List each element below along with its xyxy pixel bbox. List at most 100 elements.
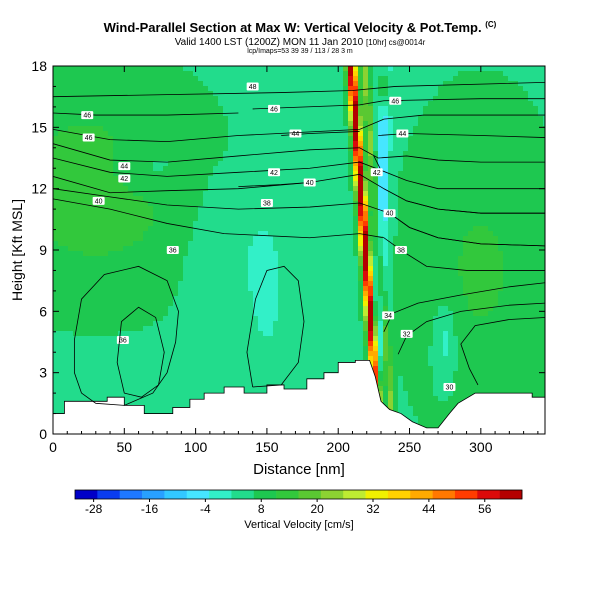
field-cell xyxy=(98,346,104,352)
field-cell xyxy=(58,196,64,202)
field-cell xyxy=(348,71,354,77)
field-cell xyxy=(58,276,64,282)
field-cell xyxy=(158,181,164,187)
field-cell xyxy=(123,266,129,272)
field-cell xyxy=(378,141,384,147)
field-cell xyxy=(333,296,339,302)
field-cell xyxy=(118,156,124,162)
field-cell xyxy=(183,66,189,72)
field-cell xyxy=(78,131,84,137)
field-cell xyxy=(93,286,99,292)
field-cell xyxy=(228,276,234,282)
field-cell xyxy=(118,226,124,232)
field-cell xyxy=(308,311,314,317)
field-cell xyxy=(113,256,119,262)
field-cell xyxy=(58,396,64,402)
field-cell xyxy=(218,271,224,277)
field-cell xyxy=(233,151,239,157)
field-cell xyxy=(328,66,334,72)
field-cell xyxy=(78,166,84,172)
field-cell xyxy=(348,281,354,287)
field-cell xyxy=(318,166,324,172)
field-cell xyxy=(313,201,319,207)
field-cell xyxy=(113,176,119,182)
field-cell xyxy=(173,341,179,347)
field-cell xyxy=(108,126,114,132)
field-cell xyxy=(138,106,144,112)
field-cell xyxy=(308,326,314,332)
field-cell xyxy=(188,166,194,172)
field-cell xyxy=(143,371,149,377)
field-cell xyxy=(343,136,349,142)
field-cell xyxy=(218,171,224,177)
field-cell xyxy=(223,86,229,92)
field-cell xyxy=(178,271,184,277)
field-cell xyxy=(358,161,364,167)
field-cell xyxy=(78,356,84,362)
field-cell xyxy=(318,216,324,222)
field-cell xyxy=(68,86,74,92)
field-cell xyxy=(78,261,84,267)
field-cell xyxy=(143,176,149,182)
field-cell xyxy=(338,241,344,247)
field-cell xyxy=(98,371,104,377)
field-cell xyxy=(278,251,284,257)
field-cell xyxy=(228,296,234,302)
field-cell xyxy=(368,286,374,292)
field-cell xyxy=(268,376,274,382)
field-cell xyxy=(133,266,139,272)
field-cell xyxy=(143,121,149,127)
field-cell xyxy=(233,276,239,282)
field-cell xyxy=(178,256,184,262)
field-cell xyxy=(248,356,254,362)
field-cell xyxy=(228,216,234,222)
field-cell xyxy=(303,156,309,162)
field-cell xyxy=(153,71,159,77)
field-cell xyxy=(238,216,244,222)
field-cell xyxy=(288,311,294,317)
field-cell xyxy=(233,126,239,132)
field-cell xyxy=(318,356,324,362)
field-cell xyxy=(258,331,264,337)
field-cell xyxy=(368,231,374,237)
field-cell xyxy=(323,236,329,242)
field-cell xyxy=(348,116,354,122)
field-cell xyxy=(123,371,129,377)
field-cell xyxy=(223,341,229,347)
field-cell xyxy=(373,301,379,307)
field-cell xyxy=(118,251,124,257)
field-cell xyxy=(383,226,389,232)
field-cell xyxy=(198,396,204,402)
field-cell xyxy=(188,86,194,92)
field-cell xyxy=(163,266,169,272)
field-cell xyxy=(188,256,194,262)
field-cell xyxy=(103,71,109,77)
field-cell xyxy=(138,141,144,147)
field-cell xyxy=(243,231,249,237)
field-cell xyxy=(278,66,284,72)
field-cell xyxy=(138,296,144,302)
field-cell xyxy=(298,126,304,132)
field-cell xyxy=(268,66,274,72)
field-cell xyxy=(158,141,164,147)
field-cell xyxy=(133,276,139,282)
field-cell xyxy=(138,156,144,162)
field-cell xyxy=(298,256,304,262)
field-cell xyxy=(108,266,114,272)
field-cell xyxy=(138,341,144,347)
field-cell xyxy=(248,276,254,282)
field-cell xyxy=(333,356,339,362)
field-cell xyxy=(118,346,124,352)
field-cell xyxy=(218,96,224,102)
field-cell xyxy=(238,136,244,142)
field-cell xyxy=(183,356,189,362)
field-cell xyxy=(363,221,369,227)
field-cell xyxy=(363,71,369,77)
field-cell xyxy=(248,71,254,77)
field-cell xyxy=(153,311,159,317)
field-cell xyxy=(198,231,204,237)
field-cell xyxy=(278,326,284,332)
field-cell xyxy=(238,361,244,367)
field-cell xyxy=(198,316,204,322)
field-cell xyxy=(323,361,329,367)
